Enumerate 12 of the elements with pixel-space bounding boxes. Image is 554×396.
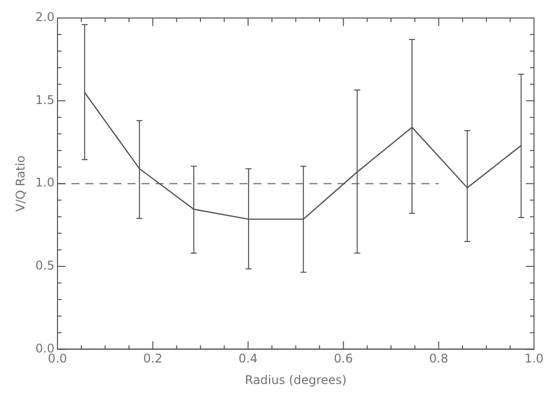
y-axis-title: V/Q Ratio: [13, 155, 28, 212]
x-tick-label: 0.2: [143, 352, 162, 366]
x-tick-label: 0.0: [48, 352, 68, 366]
y-tick-label: 0.5: [35, 258, 54, 273]
y-tick-label: 1.0: [35, 176, 54, 190]
y-tick-label: 2.0: [35, 10, 54, 24]
x-tick-label: 0.4: [238, 352, 258, 366]
x-axis-title: Radius (degrees): [244, 372, 347, 387]
x-tick-label: 1.0: [524, 352, 544, 366]
y-tick-label: 1.5: [35, 92, 54, 107]
x-tick-label: 0.6: [334, 352, 353, 366]
x-tick-label: 0.8: [429, 352, 448, 366]
